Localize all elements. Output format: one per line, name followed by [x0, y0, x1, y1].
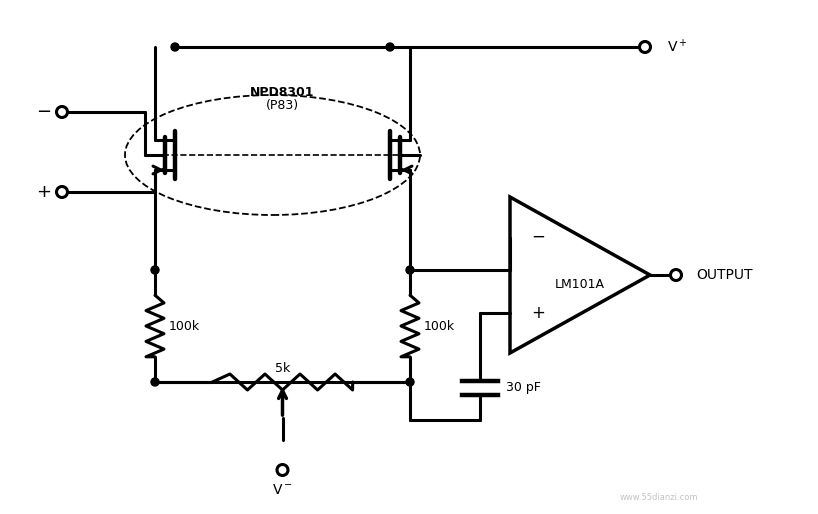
Text: LM101A: LM101A: [555, 279, 605, 291]
Circle shape: [151, 266, 159, 274]
Text: 100k: 100k: [169, 320, 200, 333]
Text: 100k: 100k: [424, 320, 455, 333]
Text: V$^+$: V$^+$: [667, 39, 688, 56]
Text: −: −: [531, 228, 545, 246]
Circle shape: [386, 43, 394, 51]
Text: (P83): (P83): [266, 100, 299, 113]
Text: +: +: [37, 183, 52, 201]
Text: OUTPUT: OUTPUT: [696, 268, 753, 282]
Circle shape: [151, 378, 159, 386]
Circle shape: [171, 43, 179, 51]
Text: NPD8301: NPD8301: [250, 85, 315, 99]
Circle shape: [406, 266, 414, 274]
Circle shape: [406, 378, 414, 386]
Text: −: −: [37, 103, 52, 121]
Text: V$^-$: V$^-$: [272, 483, 293, 497]
Text: www.55dianzi.com: www.55dianzi.com: [620, 493, 699, 503]
Text: +: +: [531, 304, 545, 322]
Text: 30 pF: 30 pF: [506, 381, 541, 394]
Text: 5k: 5k: [275, 361, 290, 375]
